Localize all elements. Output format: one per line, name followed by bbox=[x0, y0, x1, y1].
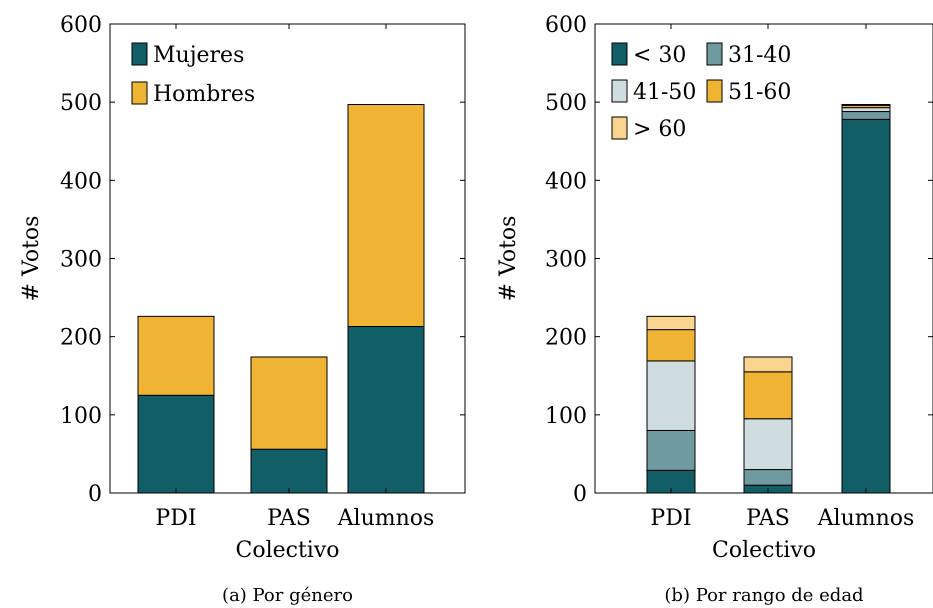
chart-gender: 0 100 200 300 400 500 600 PDI PAS Alumnos Colectiv… bbox=[19, 13, 466, 606]
bar-pas-series-1 bbox=[743, 469, 793, 486]
legend-swatch bbox=[611, 79, 628, 103]
bar-alumnos-series-0 bbox=[347, 326, 425, 494]
bar-alumnos-series-1 bbox=[347, 104, 425, 328]
y-axis-label: # Votos bbox=[496, 216, 521, 302]
x-tick-label: PDI bbox=[155, 506, 196, 531]
bar-pdi-series-2 bbox=[646, 360, 696, 431]
legend-label: 51-60 bbox=[728, 80, 791, 105]
y-tick-label: 600 bbox=[60, 13, 102, 38]
bar-alumnos-series-4 bbox=[841, 104, 891, 106]
legend-swatch bbox=[706, 79, 723, 103]
bar-pdi-series-4 bbox=[646, 315, 696, 331]
bar-pas-series-2 bbox=[743, 418, 793, 471]
y-tick-label: 0 bbox=[573, 482, 587, 507]
caption: (a) Por género bbox=[222, 585, 353, 606]
x-axis-label: Colectivo bbox=[235, 538, 339, 563]
legend-swatch bbox=[706, 42, 723, 66]
legend-label: 31-40 bbox=[728, 43, 791, 68]
bar-pas-series-1 bbox=[250, 356, 328, 450]
legend-swatch bbox=[131, 81, 148, 105]
legend-label: > 60 bbox=[633, 117, 686, 142]
y-tick-label: 600 bbox=[545, 13, 587, 38]
legend-swatch bbox=[131, 42, 148, 66]
bar-pas-series-3 bbox=[743, 371, 793, 420]
legend-label: Mujeres bbox=[153, 43, 244, 68]
x-tick-label: PAS bbox=[267, 506, 311, 531]
legend-swatch bbox=[611, 42, 628, 66]
caption: (b) Por rango de edad bbox=[664, 585, 863, 606]
y-tick-label: 500 bbox=[60, 91, 102, 116]
legend-label: Hombres bbox=[153, 82, 255, 107]
y-tick-label: 300 bbox=[545, 248, 587, 273]
bar-alumnos-series-0 bbox=[841, 118, 891, 494]
y-tick-label: 200 bbox=[545, 326, 587, 351]
chart-age: 0 100 200 300 400 500 600 PDI PAS AlumnosColectiv… bbox=[496, 13, 933, 606]
y-tick-label: 100 bbox=[545, 404, 587, 429]
bar-alumnos-series-2 bbox=[841, 107, 891, 113]
x-tick-label: Alumnos bbox=[337, 506, 435, 531]
bar-pdi-series-0 bbox=[137, 394, 215, 494]
y-tick-label: 500 bbox=[545, 91, 587, 116]
bar-pdi-series-1 bbox=[137, 315, 215, 396]
y-tick-label: 400 bbox=[60, 169, 102, 194]
bar-pdi-series-3 bbox=[646, 329, 696, 362]
legend-label: < 30 bbox=[633, 43, 686, 68]
legend-label: 41-50 bbox=[633, 80, 696, 105]
legend: Mujeres Hombres bbox=[131, 42, 255, 107]
bar-pdi-series-1 bbox=[646, 429, 696, 471]
x-tick-label: PDI bbox=[650, 506, 691, 531]
y-tick-label: 0 bbox=[88, 482, 102, 507]
x-axis-label: Colectivo bbox=[712, 538, 816, 563]
y-tick-label: 400 bbox=[545, 169, 587, 194]
y-tick-label: 200 bbox=[60, 326, 102, 351]
x-tick-label: PAS bbox=[746, 506, 790, 531]
legend-swatch bbox=[611, 116, 628, 140]
bar-alumnos-series-1 bbox=[841, 111, 891, 120]
bar-pas-series-4 bbox=[743, 356, 793, 373]
y-tick-label: 100 bbox=[60, 404, 102, 429]
y-tick-label: 300 bbox=[60, 248, 102, 273]
bar-pas-series-0 bbox=[250, 448, 328, 494]
y-axis-label: # Votos bbox=[19, 216, 44, 302]
x-tick-label: Alumnos bbox=[817, 506, 915, 531]
legend: < 30 31-40 41-50 51-60 > 60 bbox=[611, 42, 791, 142]
